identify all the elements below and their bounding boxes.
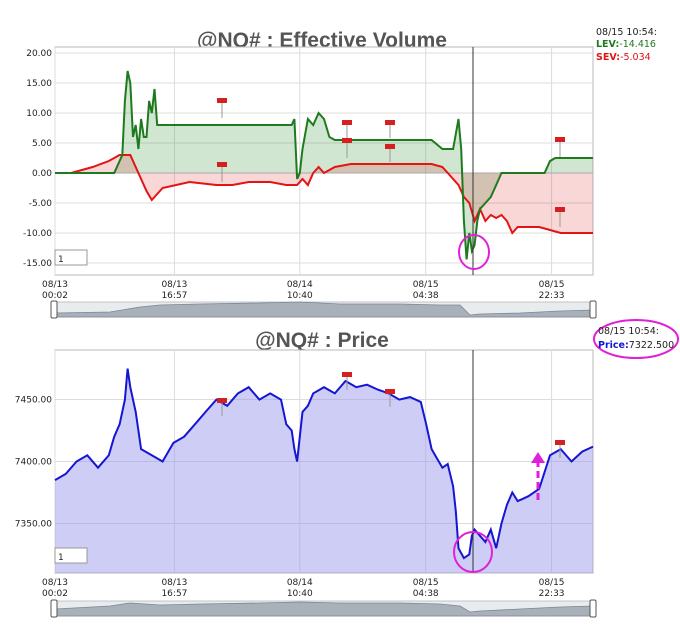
volume-plot-background bbox=[54, 46, 594, 276]
price-interval-value: 1 bbox=[58, 553, 64, 563]
price-interval-box[interactable] bbox=[54, 547, 88, 564]
navigator-right-handle[interactable] bbox=[589, 599, 597, 618]
x-tick-label: 08/14 bbox=[287, 578, 313, 588]
y-tick-label: 7350.00 bbox=[15, 519, 52, 529]
price-x-axis: 08/1300:0208/1316:5708/1410:4008/1504:38… bbox=[42, 578, 565, 599]
x-tick-label: 16:57 bbox=[161, 589, 187, 599]
x-tick-label: 08/15 bbox=[413, 578, 439, 588]
sev-area-fill bbox=[55, 155, 593, 233]
price-chart: @NQ# : Price 7450.00 7400.00 7350.00 08/13… bbox=[15, 319, 679, 618]
x-tick-label: 10:40 bbox=[287, 589, 313, 599]
y-tick-label: 20.00 bbox=[26, 49, 52, 59]
price-y-axis: 7450.00 7400.00 7350.00 bbox=[15, 396, 52, 530]
y-tick-label: -5.00 bbox=[29, 199, 53, 209]
x-tick-label: 08/13 bbox=[42, 578, 68, 588]
event-flags bbox=[217, 98, 565, 227]
sev-readout-label: SEV: bbox=[596, 52, 620, 63]
event-flag-icon bbox=[342, 120, 352, 138]
effective-volume-chart: @NQ# : Effective Volume 20.0015.0010.005… bbox=[23, 27, 657, 319]
x-tick-label: 08/13 bbox=[161, 280, 187, 290]
sev-readout-value: -5.034 bbox=[620, 52, 651, 63]
x-tick-label: 00:02 bbox=[42, 589, 68, 599]
navigator-left-handle[interactable] bbox=[50, 300, 58, 319]
y-tick-label: 5.00 bbox=[32, 139, 52, 149]
lev-series-line bbox=[55, 70, 593, 260]
x-tick-label: 08/13 bbox=[161, 578, 187, 588]
volume-range-navigator[interactable] bbox=[50, 300, 597, 319]
price-readout-value: 7322.500 bbox=[629, 340, 674, 351]
event-flag-icon bbox=[217, 98, 227, 118]
volume-interval-value: 1 bbox=[58, 255, 64, 265]
event-flag-icon bbox=[555, 207, 565, 227]
y-tick-label: 7400.00 bbox=[15, 458, 52, 468]
price-chart-title: @NQ# : Price bbox=[255, 329, 389, 352]
price-gridlines bbox=[54, 350, 593, 573]
lev-readout: LEV:-14.416 bbox=[596, 39, 656, 50]
y-tick-label: 15.00 bbox=[26, 79, 52, 89]
y-tick-label: -10.00 bbox=[23, 229, 52, 239]
event-flag-icon bbox=[217, 398, 227, 416]
volume-y-axis: 20.00 15.00 10.00 5.00 0.00 -5.00 -10.00 -15.00 bbox=[23, 49, 52, 269]
event-flag-icon bbox=[342, 372, 352, 390]
price-event-flags bbox=[217, 372, 565, 458]
volume-interval-box[interactable] bbox=[54, 249, 88, 266]
price-readout-label: Price: bbox=[598, 340, 629, 351]
y-tick-label: 0.00 bbox=[32, 169, 52, 179]
y-tick-label: 7450.00 bbox=[15, 396, 52, 406]
event-flag-icon bbox=[385, 144, 395, 162]
event-flag-icon bbox=[385, 120, 395, 138]
x-tick-label: 08/15 bbox=[539, 280, 565, 290]
volume-highlight-circle bbox=[458, 234, 490, 270]
event-flag-icon bbox=[385, 389, 395, 407]
x-tick-label: 04:38 bbox=[413, 589, 439, 599]
volume-x-axis: 08/1300:0208/1316:5708/1410:4008/1504:38… bbox=[42, 280, 565, 301]
navigator-right-handle[interactable] bbox=[589, 300, 597, 319]
price-readout-time: 08/15 10:54: bbox=[598, 326, 659, 337]
volume-chart-title: @NQ# : Effective Volume bbox=[197, 29, 447, 52]
price-area-fill bbox=[55, 368, 593, 573]
x-tick-label: 08/13 bbox=[42, 280, 68, 290]
x-tick-label: 08/15 bbox=[539, 578, 565, 588]
y-tick-label: 10.00 bbox=[26, 109, 52, 119]
x-tick-label: 08/14 bbox=[287, 280, 313, 290]
sev-series-line bbox=[55, 154, 593, 235]
magenta-arrow-annotation bbox=[531, 452, 545, 500]
price-range-navigator[interactable] bbox=[50, 599, 597, 618]
price-readout-highlight bbox=[593, 319, 679, 359]
price-readout: Price:7322.500 bbox=[598, 340, 674, 351]
x-tick-label: 16:57 bbox=[161, 291, 187, 301]
lev-area-fill bbox=[55, 71, 593, 260]
x-tick-label: 04:38 bbox=[413, 291, 439, 301]
lev-readout-label: LEV: bbox=[596, 39, 619, 50]
x-tick-label: 08/15 bbox=[413, 280, 439, 290]
event-flag-icon bbox=[217, 162, 227, 182]
x-tick-label: 00:02 bbox=[42, 291, 68, 301]
event-flag-icon bbox=[555, 137, 565, 157]
volume-readout-time: 08/15 10:54: bbox=[596, 27, 657, 38]
x-tick-label: 22:33 bbox=[539, 589, 565, 599]
lev-readout-value: -14.416 bbox=[619, 39, 656, 50]
navigator-left-handle[interactable] bbox=[50, 599, 58, 618]
price-highlight-circle bbox=[453, 531, 493, 573]
x-tick-label: 22:33 bbox=[539, 291, 565, 301]
sev-readout: SEV:-5.034 bbox=[596, 52, 651, 63]
price-series-line bbox=[54, 368, 594, 560]
event-flag-icon bbox=[555, 440, 565, 458]
y-tick-label: -15.00 bbox=[23, 259, 52, 269]
x-tick-label: 10:40 bbox=[287, 291, 313, 301]
event-flag-icon bbox=[342, 138, 352, 158]
